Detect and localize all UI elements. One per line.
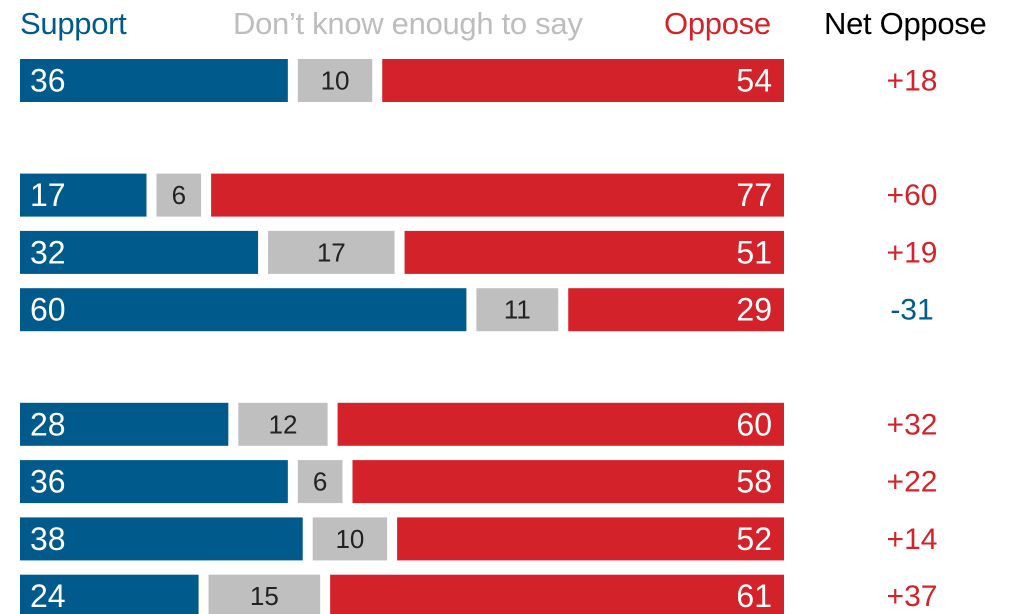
net-oppose-value: -31 [890, 294, 933, 327]
dont-know-bar [297, 59, 373, 102]
dont-know-value-label: 10 [321, 66, 350, 96]
oppose-bar [568, 288, 784, 332]
dont-know-value-label: 6 [172, 180, 186, 210]
support-value-label: 60 [30, 292, 66, 328]
support-value-label: 24 [30, 578, 66, 614]
oppose-bar [382, 59, 784, 102]
support-bar [20, 288, 467, 332]
dont-know-bar [156, 173, 202, 217]
oppose-bar [404, 230, 784, 274]
dont-know-value-label: 17 [317, 237, 346, 267]
dont-know-bar [208, 574, 321, 614]
oppose-value-label: 60 [736, 406, 772, 442]
oppose-value-label: 52 [736, 521, 772, 557]
dont-know-bar [268, 230, 395, 274]
support-bar [20, 173, 147, 217]
net-oppose-value: +14 [887, 523, 938, 556]
support-bar [20, 460, 288, 504]
net-oppose-value: +22 [887, 466, 938, 499]
support-value-label: 28 [30, 406, 66, 442]
legend-oppose: Oppose [664, 6, 771, 41]
net-oppose-value: +19 [887, 236, 938, 269]
support-value-label: 17 [30, 177, 66, 213]
dont-know-bar [476, 288, 559, 332]
dont-know-bar [238, 402, 328, 446]
support-bar [20, 59, 288, 102]
oppose-bar [352, 460, 784, 504]
support-value-label: 36 [30, 464, 66, 500]
oppose-value-label: 51 [736, 234, 772, 270]
legend-dont-know: Don’t know enough to say [233, 6, 583, 41]
net-oppose-value: +37 [887, 580, 938, 613]
oppose-value-label: 61 [736, 578, 772, 614]
oppose-bar [337, 402, 784, 446]
dont-know-value-label: 6 [313, 467, 327, 497]
support-value-label: 32 [30, 234, 66, 270]
oppose-value-label: 77 [736, 177, 772, 213]
dont-know-value-label: 10 [335, 524, 364, 554]
dont-know-value-label: 11 [504, 295, 531, 325]
support-value-label: 36 [30, 63, 66, 99]
net-oppose-value: +60 [887, 179, 938, 212]
oppose-bar [211, 173, 784, 217]
dont-know-bar [297, 460, 343, 504]
oppose-bar [397, 517, 784, 561]
net-oppose-value: +32 [887, 408, 938, 441]
legend-support: Support [20, 6, 127, 41]
support-bar [20, 402, 229, 446]
support-bar [20, 517, 303, 561]
dont-know-value-label: 12 [268, 409, 297, 439]
oppose-value-label: 54 [736, 63, 772, 99]
oppose-bar [330, 574, 784, 614]
oppose-value-label: 58 [736, 464, 772, 500]
oppose-value-label: 29 [736, 292, 772, 328]
support-value-label: 38 [30, 521, 66, 557]
dont-know-bar [312, 517, 388, 561]
legend-net-oppose: Net Oppose [824, 6, 987, 41]
net-oppose-value: +18 [887, 65, 938, 98]
dont-know-value-label: 15 [250, 581, 279, 611]
support-bar [20, 574, 199, 614]
support-bar [20, 230, 259, 274]
